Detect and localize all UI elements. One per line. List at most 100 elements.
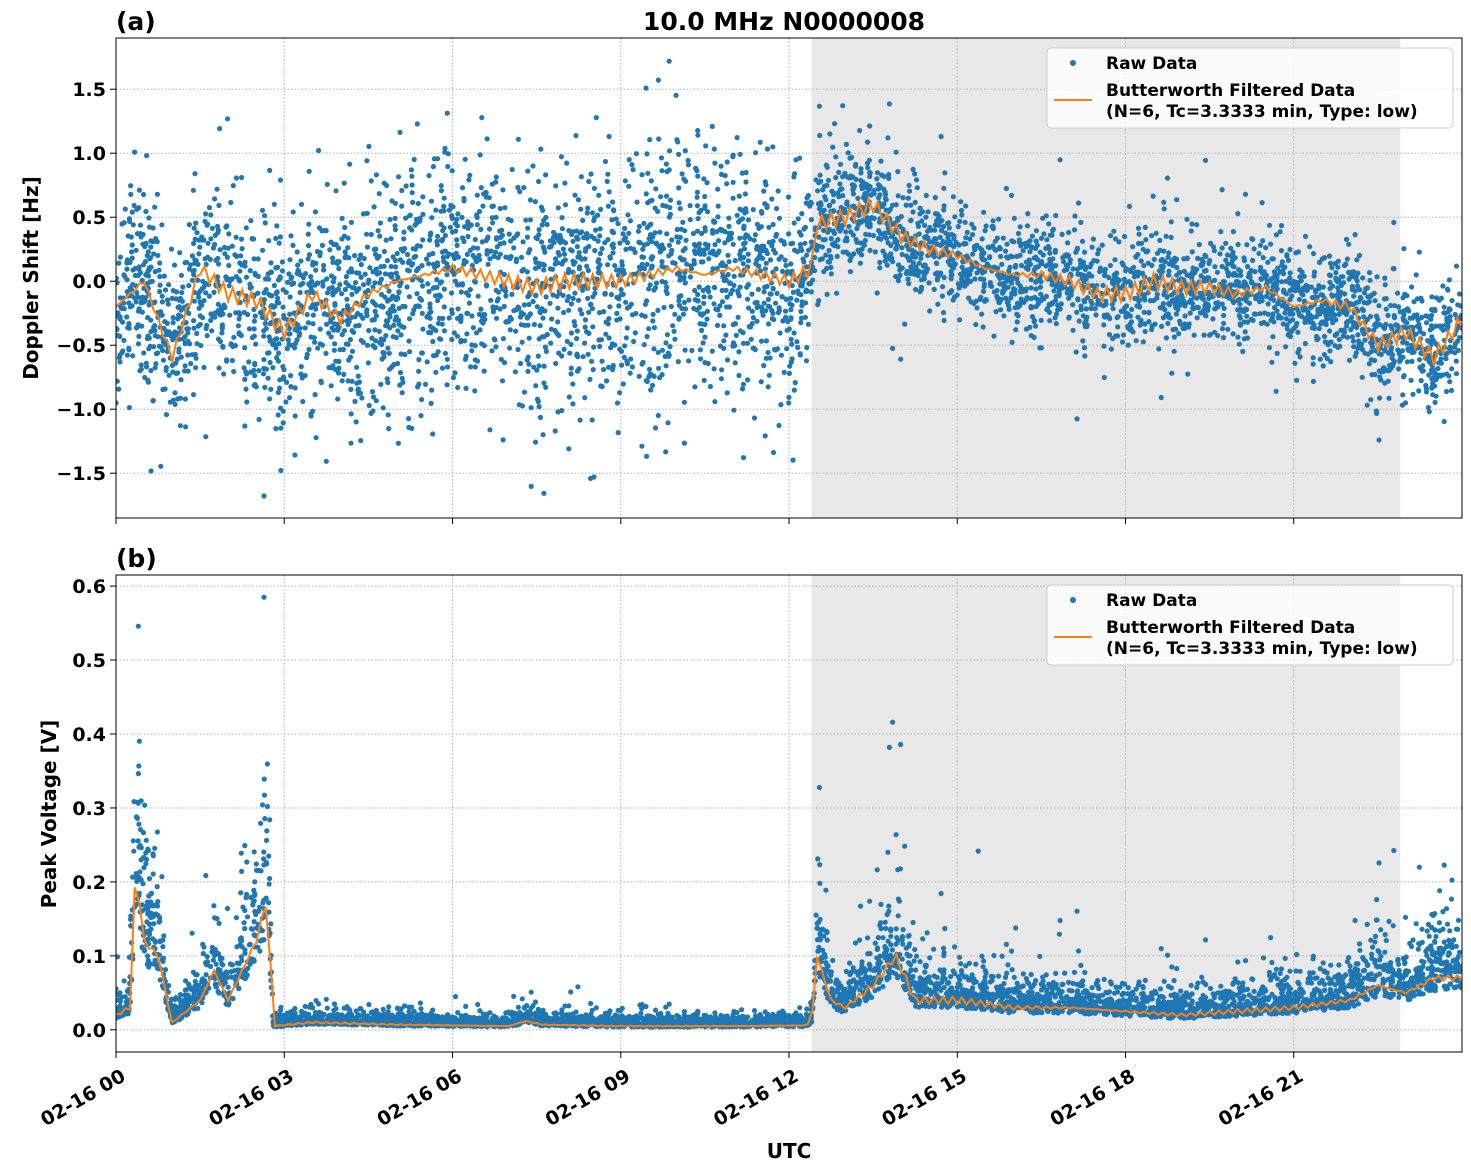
raw-data-point xyxy=(400,390,405,395)
raw-data-point xyxy=(771,239,776,244)
raw-data-point xyxy=(159,222,164,227)
raw-data-point xyxy=(412,157,417,162)
raw-data-point xyxy=(130,242,135,247)
raw-data-point xyxy=(1102,375,1107,380)
raw-data-point xyxy=(846,224,851,229)
raw-data-point xyxy=(1108,233,1113,238)
raw-data-point xyxy=(639,172,644,177)
raw-data-point xyxy=(502,360,507,365)
raw-data-point xyxy=(1459,313,1464,318)
raw-data-point xyxy=(571,296,576,301)
raw-data-point xyxy=(1122,234,1127,239)
raw-data-point xyxy=(808,200,813,205)
raw-data-point xyxy=(782,370,787,375)
raw-data-point xyxy=(533,440,538,445)
raw-data-point xyxy=(297,331,302,336)
raw-data-point xyxy=(553,428,558,433)
raw-data-point xyxy=(281,376,286,381)
raw-data-point xyxy=(667,344,672,349)
raw-data-point xyxy=(1106,275,1111,280)
raw-data-point xyxy=(1243,192,1248,197)
raw-data-point xyxy=(1146,310,1151,315)
y-tick-label: 1.0 xyxy=(72,143,106,165)
raw-data-point xyxy=(1245,320,1250,325)
raw-data-point xyxy=(183,260,188,265)
raw-data-point xyxy=(935,211,940,216)
raw-data-point xyxy=(582,341,587,346)
raw-data-point xyxy=(794,298,799,303)
raw-data-point xyxy=(547,245,552,250)
raw-data-point xyxy=(1115,333,1120,338)
raw-data-point xyxy=(746,217,751,222)
raw-data-point xyxy=(429,401,434,406)
raw-data-point xyxy=(417,304,422,309)
raw-data-point xyxy=(1221,313,1226,318)
raw-data-point xyxy=(715,187,720,192)
raw-data-point xyxy=(783,263,788,268)
raw-data-point xyxy=(272,202,277,207)
raw-data-point xyxy=(935,302,940,307)
raw-data-point xyxy=(1428,316,1433,321)
raw-data-point xyxy=(794,339,799,344)
raw-data-point xyxy=(974,305,979,310)
raw-data-point xyxy=(431,353,436,358)
raw-data-point xyxy=(1391,266,1396,271)
raw-data-point xyxy=(1290,311,1295,316)
raw-data-point xyxy=(1362,290,1367,295)
raw-data-point xyxy=(702,194,707,199)
raw-data-point xyxy=(442,304,447,309)
raw-data-point xyxy=(1446,373,1451,378)
raw-data-point xyxy=(307,252,312,257)
raw-data-point xyxy=(907,183,912,188)
raw-data-point xyxy=(1202,253,1207,258)
raw-data-point xyxy=(1295,350,1300,355)
raw-data-point xyxy=(518,361,523,366)
raw-data-point xyxy=(1245,264,1250,269)
raw-data-point xyxy=(1400,340,1405,345)
raw-data-point xyxy=(878,159,883,164)
raw-data-point xyxy=(1058,157,1063,162)
raw-data-point xyxy=(525,269,530,274)
raw-data-point xyxy=(493,250,498,255)
raw-data-point xyxy=(115,379,120,384)
raw-data-point xyxy=(510,167,515,172)
raw-data-point xyxy=(841,250,846,255)
raw-data-point xyxy=(963,220,968,225)
raw-data-point xyxy=(1355,346,1360,351)
raw-data-point xyxy=(1252,246,1257,251)
raw-data-point xyxy=(994,294,999,299)
x-axis-label: UTC xyxy=(767,1139,812,1163)
raw-data-point xyxy=(801,259,806,264)
raw-data-point xyxy=(1019,263,1024,268)
raw-data-point xyxy=(1197,242,1202,247)
raw-data-point xyxy=(1409,346,1414,351)
raw-data-point xyxy=(407,294,412,299)
raw-data-point xyxy=(584,231,589,236)
raw-data-point xyxy=(407,349,412,354)
raw-data-point xyxy=(1427,359,1432,364)
raw-data-point xyxy=(765,146,770,151)
raw-data-point xyxy=(261,334,266,339)
raw-data-point xyxy=(1218,229,1223,234)
raw-data-point xyxy=(372,247,377,252)
raw-data-point xyxy=(463,357,468,362)
raw-data-point xyxy=(427,237,432,242)
raw-data-point xyxy=(653,186,658,191)
raw-data-point xyxy=(568,247,573,252)
raw-data-point xyxy=(318,327,323,332)
raw-data-point xyxy=(1121,332,1126,337)
raw-data-point xyxy=(823,197,828,202)
raw-data-point xyxy=(1353,354,1358,359)
raw-data-point xyxy=(204,323,209,328)
raw-data-point xyxy=(1134,303,1139,308)
raw-data-point xyxy=(726,224,731,229)
raw-data-point xyxy=(624,359,629,364)
raw-data-point xyxy=(741,330,746,335)
raw-data-point xyxy=(215,230,220,235)
raw-data-point xyxy=(1082,250,1087,255)
raw-data-point xyxy=(627,157,632,162)
raw-data-point xyxy=(733,360,738,365)
raw-data-point xyxy=(647,367,652,372)
raw-data-point xyxy=(1212,330,1217,335)
raw-data-point xyxy=(1215,270,1220,275)
